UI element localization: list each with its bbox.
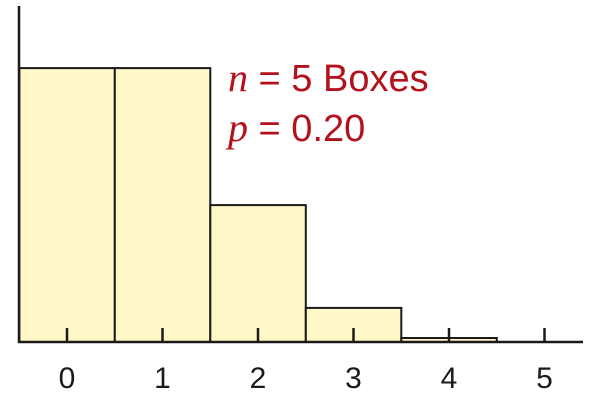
x-tick-label-0: 0 [59, 362, 76, 395]
x-tick-label-5: 5 [536, 362, 553, 395]
bar-0 [19, 68, 115, 342]
x-tick-label-1: 1 [154, 362, 171, 395]
annotation-n-text: = 5 Boxes [248, 58, 429, 100]
x-tick-label-4: 4 [441, 362, 458, 395]
x-tick-labels-group: 0 1 2 3 4 5 [59, 362, 553, 395]
annotation-n-var: n [228, 55, 248, 100]
x-tick-label-3: 3 [345, 362, 362, 395]
bar-1 [115, 68, 211, 342]
annotation-p-var: p [225, 105, 248, 150]
annotation-n: n = 5 Boxes [228, 55, 429, 100]
bar-2 [210, 205, 305, 342]
annotation-p: p = 0.20 [225, 105, 365, 150]
x-tick-label-2: 2 [250, 362, 267, 395]
annotation-p-text: = 0.20 [248, 108, 365, 150]
